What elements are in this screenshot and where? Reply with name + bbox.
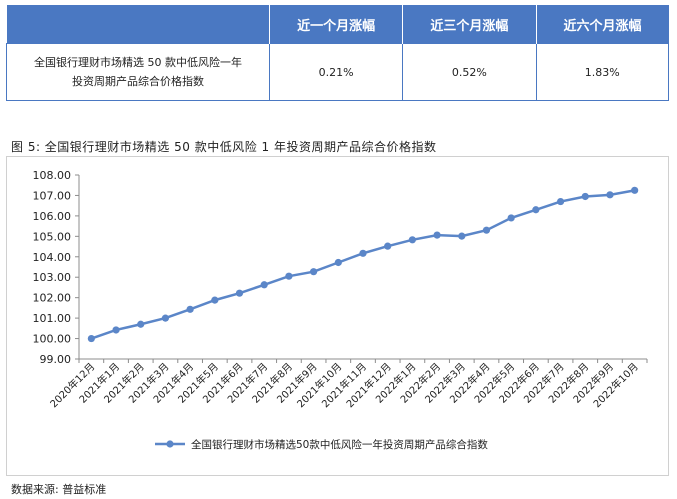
legend-label: 全国银行理财市场精选50款中低风险一年投资周期产品综合指数 (191, 438, 488, 451)
data-point (211, 296, 219, 304)
data-point (631, 186, 639, 194)
legend-marker (166, 440, 174, 448)
table-header-row: 近一个月涨幅 近三个月涨幅 近六个月涨幅 (6, 5, 669, 44)
line-chart: 99.00 100.00 101.00 102.00 103.00 104.00 105.0… (33, 169, 648, 451)
data-point (334, 258, 342, 267)
table-header-6m: 近六个月涨幅 (536, 5, 669, 44)
data-point (359, 249, 367, 257)
value-6m: 1.83% (535, 43, 670, 101)
table-header-1m: 近一个月涨幅 (269, 5, 404, 44)
data-point (87, 334, 95, 343)
data-point (556, 197, 565, 206)
data-point (235, 289, 244, 297)
y-tick-label: 100.00 (33, 333, 72, 346)
data-point (606, 191, 614, 199)
table-row: 全国银行理财市场精选 50 款中低风险一年 投资周期产品综合价格指数 0.21%… (6, 43, 670, 101)
product-name-line2: 投资周期产品综合价格指数 (72, 75, 204, 88)
y-tick-label: 101.00 (33, 312, 72, 325)
data-point (186, 305, 194, 313)
y-tick-label: 103.00 (33, 271, 72, 284)
data-point (285, 272, 293, 280)
y-tick-label: 104.00 (33, 251, 72, 264)
returns-table: 近一个月涨幅 近三个月涨幅 近六个月涨幅 全国银行理财市场精选 50 款中低风险… (6, 5, 670, 101)
data-point (433, 231, 441, 239)
y-tick-label: 99.00 (40, 353, 72, 366)
figure-title: 图 5: 全国银行理财市场精选 50 款中低风险 1 年投资周期产品综合价格指数 (11, 140, 437, 154)
data-point (161, 314, 170, 322)
data-source: 数据来源: 普益标准 (11, 483, 107, 496)
value-3m: 0.52% (402, 43, 537, 101)
product-name-line1: 全国银行理财市场精选 50 款中低风险一年 (34, 56, 242, 69)
table-header-blank (6, 5, 270, 44)
data-point (482, 226, 491, 234)
value-1m: 0.21% (268, 43, 404, 101)
data-point (112, 326, 120, 334)
product-name-cell: 全国银行理财市场精选 50 款中低风险一年 投资周期产品综合价格指数 (6, 43, 270, 101)
chart-frame: 99.00 100.00 101.00 102.00 103.00 104.00 105.0… (6, 156, 669, 476)
data-point (408, 236, 416, 244)
table-header-3m: 近三个月涨幅 (402, 5, 537, 44)
data-point (260, 281, 268, 289)
y-tick-label: 108.00 (33, 169, 72, 182)
data-point (137, 320, 145, 328)
y-tick-label: 106.00 (33, 210, 72, 223)
data-point (310, 268, 318, 276)
data-point (507, 214, 515, 222)
y-tick-label: 107.00 (33, 189, 72, 202)
y-tick-label: 102.00 (33, 292, 72, 305)
data-point (532, 206, 540, 214)
data-point (458, 232, 466, 240)
data-point (581, 192, 589, 201)
y-tick-label: 105.00 (33, 230, 72, 243)
data-point (384, 242, 392, 250)
series-line (90, 189, 635, 340)
